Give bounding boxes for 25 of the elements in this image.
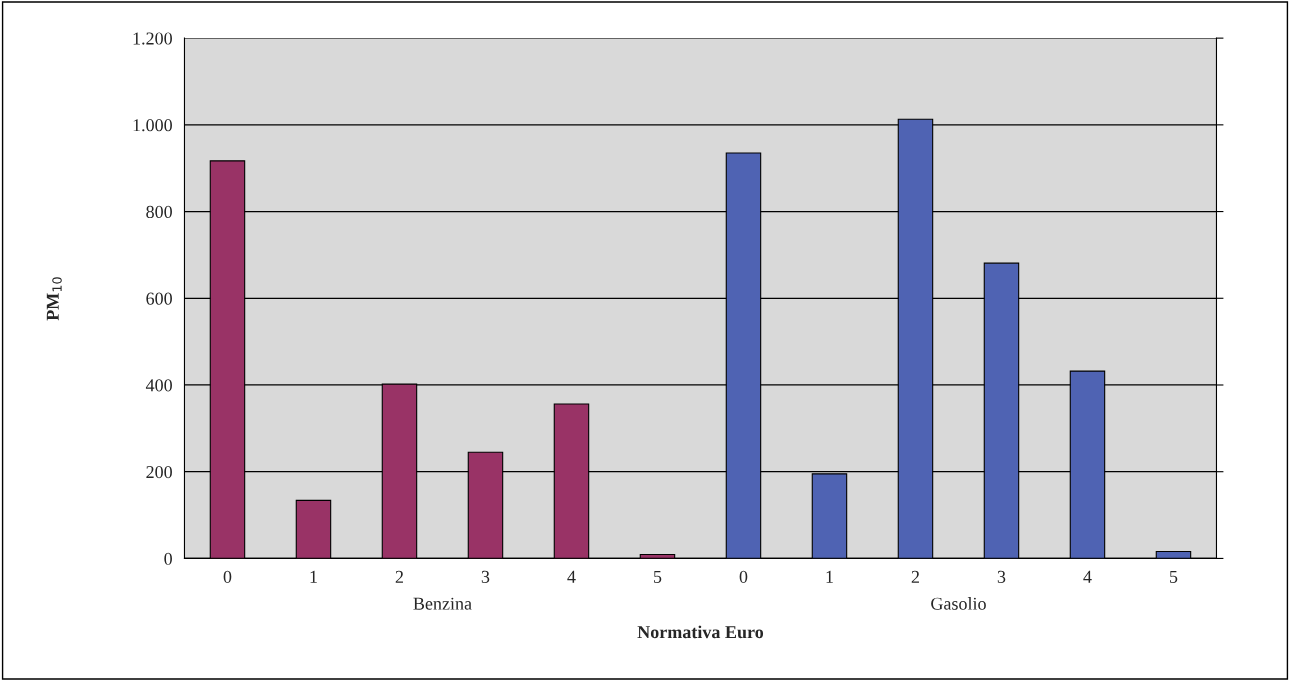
bar	[1155, 550, 1192, 559]
x-tick-label: 1	[826, 570, 833, 583]
x-tick-label: 0	[223, 570, 232, 583]
bar	[295, 499, 332, 559]
x-tick-label: 4	[567, 570, 576, 583]
y-tick-label: 800	[146, 205, 172, 219]
x-tick-label: 2	[395, 570, 403, 583]
x-tick-label: 4	[1083, 570, 1092, 583]
x-axis-title: Normativa Euro	[637, 625, 764, 639]
y-axis-title: PM$_{10}$	[46, 277, 62, 321]
y-tick-label: 400	[145, 379, 172, 392]
text: Gasolio	[931, 597, 986, 610]
text: Benzina	[413, 597, 472, 610]
y-tick-label: 1.200	[133, 32, 172, 45]
x-tick-label: 3	[481, 570, 490, 583]
x-tick-label: 3	[997, 570, 1006, 583]
y-tick-label: 200	[146, 465, 172, 479]
x-tick-label: 1	[310, 570, 317, 583]
x-tick-label: 5	[1170, 570, 1178, 583]
y-tick-label: 600	[146, 292, 172, 305]
y-tick-label: 1.000	[133, 119, 172, 132]
x-tick-label: 5	[654, 570, 662, 583]
y-tick-label: 0	[164, 552, 172, 565]
x-tick-label: 2	[911, 570, 919, 583]
x-tick-label: 0	[739, 570, 748, 583]
